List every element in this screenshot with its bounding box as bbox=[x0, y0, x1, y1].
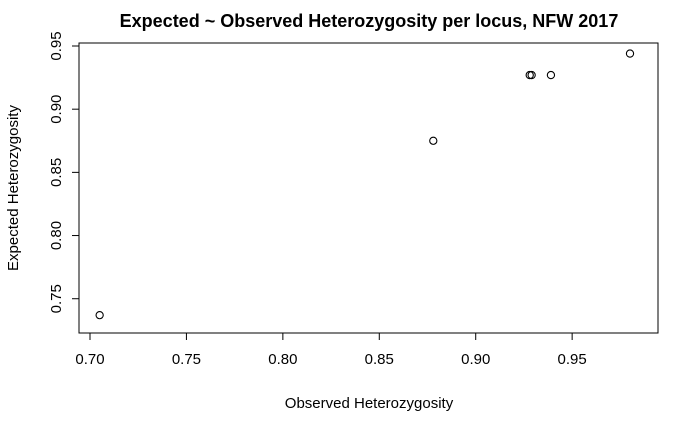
y-tick-label: 0.80 bbox=[48, 221, 65, 250]
x-tick-label: 0.85 bbox=[365, 351, 394, 368]
x-tick-label: 0.75 bbox=[172, 351, 201, 368]
y-tick-label: 0.85 bbox=[48, 158, 65, 187]
x-tick-label: 0.90 bbox=[461, 351, 490, 368]
x-axis-label: Observed Heterozygosity bbox=[285, 395, 454, 412]
data-point bbox=[527, 70, 536, 80]
y-tick-label: 0.90 bbox=[48, 95, 65, 124]
y-tick-label: 0.95 bbox=[48, 31, 65, 60]
data-points bbox=[95, 49, 635, 320]
x-tick-label: 0.70 bbox=[75, 351, 104, 368]
x-tick-label: 0.80 bbox=[268, 351, 297, 368]
y-axis-label: Expected Heterozygosity bbox=[5, 105, 22, 271]
data-point bbox=[429, 136, 438, 145]
y-axis: 0.75 0.80 0.85 0.90 0.95 bbox=[48, 31, 80, 313]
x-tick-label: 0.95 bbox=[558, 351, 587, 368]
chart-title: Expected ~ Observed Heterozygosity per l… bbox=[120, 11, 619, 31]
data-point bbox=[625, 49, 635, 58]
data-point bbox=[95, 311, 104, 320]
y-tick-label: 0.75 bbox=[48, 284, 65, 313]
data-point bbox=[546, 70, 556, 80]
plot-frame bbox=[78, 42, 659, 334]
x-axis: 0.70 0.75 0.80 0.85 0.90 0.95 bbox=[75, 332, 587, 368]
